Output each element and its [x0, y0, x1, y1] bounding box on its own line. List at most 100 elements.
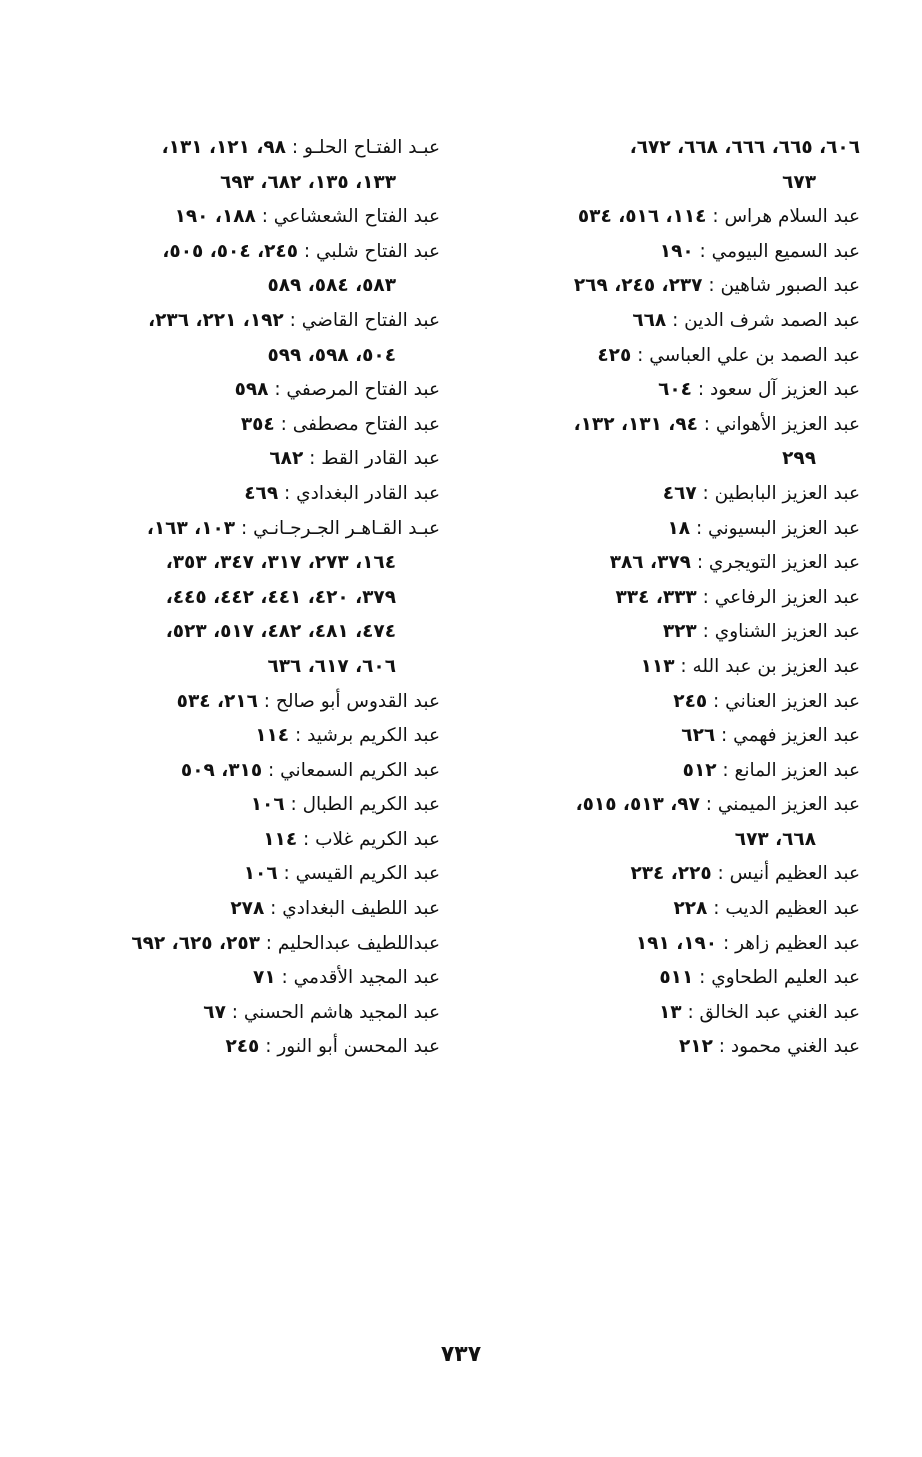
entry-name: عبد العليم الطحاوي : — [693, 967, 860, 989]
entry-name: عبد المجيد هاشم الحسني : — [225, 1001, 440, 1023]
index-entry: عبد العظيم أنيس : ٢٢٥، ٢٣٤ — [490, 857, 860, 892]
entry-pages: ١١٤، ٥١٦، ٥٣٤ — [577, 206, 707, 228]
entry-name: عبد العزيز فهمي : — [715, 725, 860, 747]
entry-pages: ١٨٨، ١٩٠ — [174, 206, 256, 228]
entry-pages: ٢٤٥، ٥٠٤، ٥٠٥، — [162, 240, 298, 262]
index-entry: عبد الكريم غلاب : ١١٤ — [40, 823, 440, 858]
entry-pages: ١٠٦ — [243, 863, 278, 885]
index-entry: عبد الغني محمود : ٢١٢ — [490, 1030, 860, 1065]
index-entry: عبد الصمد بن علي العباسي : ٤٢٥ — [490, 339, 860, 374]
entry-name: عبد الغني عبد الخالق : — [681, 1001, 860, 1023]
entry-pages: ١٩٠ — [659, 240, 694, 262]
entry-pages: ٤٧٤، ٤٨١، ٤٨٢، ٥١٧، ٥٢٣، — [165, 621, 396, 643]
entry-name: عبد العزيز آل سعود : — [691, 379, 860, 401]
entry-pages: ٦٠٤ — [658, 379, 692, 401]
entry-pages: ٣٥٤ — [240, 413, 275, 435]
entry-pages: ٦٠٦، ٦١٧، ٦٣٦ — [267, 655, 396, 677]
entry-name: عبد الكريم غلاب : — [297, 828, 440, 850]
entry-name: عبد العظيم الديب : — [707, 898, 860, 920]
index-entry: عبد العليم الطحاوي : ٥١١ — [490, 961, 860, 996]
index-entry: عبد الفتاح شلبي : ٢٤٥، ٥٠٤، ٥٠٥، — [40, 235, 440, 270]
entry-name: عبد القادر البغدادي : — [278, 482, 440, 504]
entry-pages: ٧١ — [253, 967, 276, 989]
entry-name: عبد العزيز الأهواني : — [697, 413, 860, 435]
index-entry: عبـد القـاهـر الجـرجـانـي : ١٠٣، ١٦٣، — [40, 512, 440, 547]
entry-name: عبد العظيم أنيس : — [711, 863, 860, 885]
entry-name: عبد العزيز الميمني : — [699, 794, 860, 816]
index-column-right: ٦٠٦، ٦٦٥، ٦٦٦، ٦٦٨، ٦٧٢، ٦٧٣ عبد السلام هر… — [490, 131, 860, 1065]
index-entry: عبد العزيز الرفاعي : ٣٣٣، ٣٣٤ — [490, 581, 861, 616]
index-entry: عبد العزيز البابطين : ٤٦٧ — [490, 477, 860, 512]
entry-name: عبد العزيز البسيوني : — [690, 517, 860, 539]
entry-name: عبد الفتاح المرصفي : — [268, 379, 440, 401]
index-entry: عبد العزيز العناني : ٢٤٥ — [490, 685, 860, 720]
entry-name: عبد اللطيف البغدادي : — [264, 898, 440, 920]
index-entry: عبداللطيف عبدالحليم : ٢٥٣، ٦٢٥، ٦٩٢ — [40, 927, 440, 962]
index-entry-continuation: ١٣٣، ١٣٥، ٦٨٢، ٦٩٣ — [40, 166, 440, 201]
index-entry: عبد الفتاح مصطفى : ٣٥٤ — [40, 408, 440, 443]
index-entry: عبد القادر البغدادي : ٤٦٩ — [40, 477, 440, 512]
entry-pages: ٥٨٣، ٥٨٤، ٥٨٩ — [267, 275, 396, 297]
entry-pages: ٢٣٧، ٢٤٥، ٢٦٩ — [573, 275, 703, 297]
entry-name: عبد العزيز الشناوي : — [696, 621, 860, 643]
entry-name: عبد الفتاح شلبي : — [297, 240, 440, 262]
entry-pages: ٣٣٣، ٣٣٤ — [615, 586, 697, 608]
entry-pages: ٥١٢ — [682, 759, 717, 781]
entry-name: عبد الفتاح مصطفى : — [274, 413, 440, 435]
entry-pages: ٢١٢ — [678, 1036, 713, 1058]
entry-name: عبد الفتاح القاضي : — [283, 309, 440, 331]
entry-pages: ٦٠٦، ٦٦٥، ٦٦٦، ٦٦٨، ٦٧٢، — [629, 137, 860, 158]
entry-pages: ٣١٥، ٥٠٩ — [180, 759, 263, 781]
entry-pages: ٩٨، ١٢١، ١٣١، — [161, 137, 286, 158]
entry-pages: ٥٠٤، ٥٩٨، ٥٩٩ — [267, 344, 396, 366]
index-entry-continuation: ٤٧٤، ٤٨١، ٤٨٢، ٥١٧، ٥٢٣، — [40, 615, 440, 650]
index-entry: عبد العزيز المانع : ٥١٢ — [490, 754, 860, 789]
entry-name: عبـد القـاهـر الجـرجـانـي : — [235, 517, 440, 539]
index-entry: عبد المجيد الأقدمي : ٧١ — [40, 961, 440, 996]
entry-pages: ٤٦٩ — [244, 482, 279, 504]
index-entry-continuation: ٣٧٩، ٤٢٠، ٤٤١، ٤٤٢، ٤٤٥، — [40, 581, 440, 616]
index-entry: عبد العزيز الميمني : ٩٧، ٥١٣، ٥١٥، — [490, 788, 860, 823]
entry-pages: ٤٢٥ — [597, 344, 632, 366]
index-entry-continuation: ٥٨٣، ٥٨٤، ٥٨٩ — [40, 269, 440, 304]
index-entry: عبد العزيز بن عبد الله : ١١٣ — [490, 650, 860, 685]
entry-name: عبد الصبور شاهين : — [702, 275, 860, 297]
entry-name: عبد العزيز بن عبد الله : — [674, 655, 860, 677]
index-entry: عبـد الفتـاح الحلـو : ٩٨، ١٢١، ١٣١، — [40, 131, 440, 166]
entry-pages: ١٩٢، ٢٢١، ٢٣٦، — [148, 309, 284, 331]
entry-name: عبد العزيز الرفاعي : — [696, 586, 860, 608]
entry-name: عبد المحسن أبو النور : — [259, 1036, 440, 1058]
index-entry: عبد الكريم الطبال : ١٠٦ — [40, 788, 440, 823]
entry-name: عبد الفتاح الشعشاعي : — [255, 206, 440, 228]
entry-pages: ٦٨٢ — [269, 448, 304, 470]
entry-pages: ١١٣ — [640, 655, 675, 677]
entry-name: عبداللطيف عبدالحليم : — [259, 932, 440, 954]
entry-pages: ٦٧٣ — [782, 171, 816, 193]
entry-pages: ١٣٣، ١٣٥، ٦٨٢، ٦٩٣ — [220, 171, 396, 193]
index-column-left: عبـد الفتـاح الحلـو : ٩٨، ١٢١، ١٣١، ١٣٣، … — [40, 131, 440, 1065]
entry-name: عبد العزيز التويجري : — [690, 552, 860, 574]
entry-name: عبد العزيز البابطين : — [696, 482, 860, 504]
entry-name: عبـد الفتـاح الحلـو : — [285, 137, 440, 158]
entry-pages: ١١٤ — [263, 828, 298, 850]
index-entry: عبد السلام هراس : ١١٤، ٥١٦، ٥٣٤ — [490, 200, 860, 235]
index-entry: عبد الفتاح القاضي : ١٩٢، ٢٢١، ٢٣٦، — [40, 304, 440, 339]
entry-pages: ٣٧٩، ٤٢٠، ٤٤١، ٤٤٢، ٤٤٥، — [165, 586, 396, 608]
entry-pages: ٢١٦، ٥٣٤ — [176, 690, 258, 712]
index-entry: عبد اللطيف البغدادي : ٢٧٨ — [40, 892, 440, 927]
entry-pages: ١٩٠، ١٩١ — [635, 932, 718, 954]
entry-pages: ٣٢٣ — [662, 621, 697, 643]
entry-name: عبد الكريم القيسي : — [277, 863, 440, 885]
index-entry: عبد الغني عبد الخالق : ١٣ — [490, 996, 860, 1031]
index-entry: عبد القادر القط : ٦٨٢ — [40, 442, 440, 477]
entry-pages: ٥١١ — [659, 967, 694, 989]
entry-name: عبد العزيز العناني : — [707, 690, 860, 712]
entry-pages: ٤٦٧ — [662, 482, 697, 504]
entry-pages: ١٠٣، ١٦٣، — [146, 517, 236, 539]
entry-name: عبد الكريم السمعاني : — [262, 759, 440, 781]
entry-name: عبد السلام هراس : — [706, 206, 860, 228]
page-number: ٧٣٧ — [440, 1342, 482, 1367]
entry-name: عبد القادر القط : — [303, 448, 440, 470]
index-entry: عبد القدوس أبو صالح : ٢١٦، ٥٣٤ — [40, 685, 440, 720]
index-entry: عبد العظيم الديب : ٢٢٨ — [490, 892, 860, 927]
